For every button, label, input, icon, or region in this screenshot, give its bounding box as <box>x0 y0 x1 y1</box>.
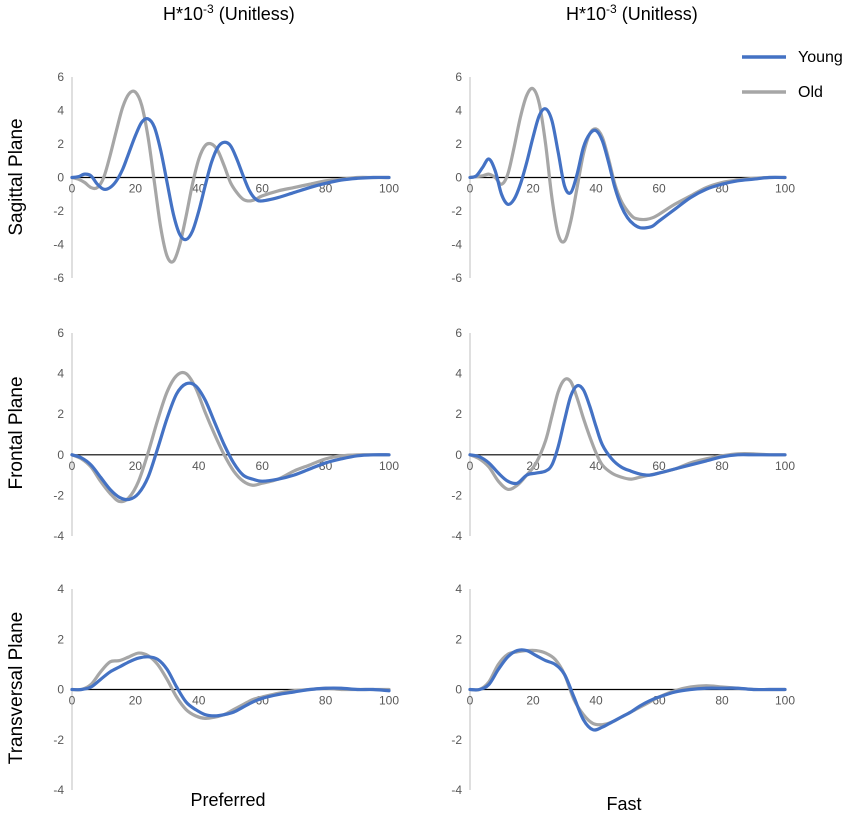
x-tick-label: 20 <box>129 459 143 473</box>
y-tick-label: 2 <box>455 632 462 646</box>
y-tick-label: 4 <box>455 104 462 118</box>
x-tick-label: 100 <box>775 694 795 708</box>
x-tick-label: 0 <box>69 459 76 473</box>
y-tick-label: 6 <box>455 326 462 340</box>
x-tick-label: 60 <box>256 182 270 196</box>
y-tick-label: -6 <box>53 271 64 285</box>
series-line-old <box>70 89 391 264</box>
y-tick-label: -4 <box>53 529 64 543</box>
y-tick-label: 6 <box>57 70 64 84</box>
y-tick-label: -4 <box>53 238 64 252</box>
y-tick-label: 4 <box>57 367 64 381</box>
y-tick-label: 2 <box>57 632 64 646</box>
y-tick-label: 4 <box>455 582 462 596</box>
y-tick-label: -6 <box>451 271 462 285</box>
panel-transversal-fast: 420-2-40 20 40 60 80 100 <box>451 582 795 797</box>
y-tick-label: 4 <box>57 104 64 118</box>
y-tick-label: 2 <box>57 407 64 421</box>
x-tick-label: 40 <box>192 694 206 708</box>
row-label-transversal: Transversal Plane <box>6 612 27 764</box>
panel-transversal-preferred: 420-2-40 20 40 60 80 100 <box>53 582 399 797</box>
x-tick-label: 60 <box>652 182 666 196</box>
col-label-preferred: Preferred <box>190 790 265 810</box>
series-line-old <box>468 377 787 492</box>
y-tick-label: 0 <box>57 683 64 697</box>
y-tick-label: 0 <box>455 171 462 185</box>
y-tick-label: -2 <box>53 488 64 502</box>
y-tick-label: -4 <box>451 783 462 797</box>
y-tick-label: 0 <box>57 171 64 185</box>
legend-old-label: Old <box>798 84 823 101</box>
row-label-sagittal: Sagittal Plane <box>6 118 27 235</box>
header-right: H*10-3 (Unitless) <box>566 2 698 24</box>
x-tick-label: 100 <box>379 182 399 196</box>
y-tick-label: -4 <box>53 783 64 797</box>
y-tick-label: 2 <box>455 137 462 151</box>
col-label-fast: Fast <box>606 794 641 814</box>
header-left: H*10-3 (Unitless) <box>163 2 295 24</box>
x-tick-label: 40 <box>589 182 603 196</box>
y-tick-label: 4 <box>455 367 462 381</box>
y-tick-label: 6 <box>455 70 462 84</box>
y-tick-label: 0 <box>455 683 462 697</box>
legend-young-label: Young <box>798 49 843 66</box>
x-tick-label: 20 <box>129 694 143 708</box>
y-tick-label: -2 <box>53 204 64 218</box>
x-tick-label: 0 <box>467 182 474 196</box>
y-tick-label: 4 <box>57 582 64 596</box>
x-tick-label: 0 <box>467 694 474 708</box>
x-tick-label: 100 <box>379 694 399 708</box>
x-tick-label: 80 <box>319 694 333 708</box>
series-line-young <box>70 381 391 502</box>
series-line-young <box>468 648 787 732</box>
y-tick-label: -4 <box>451 529 462 543</box>
y-tick-label: -4 <box>451 238 462 252</box>
row-label-frontal: Frontal Plane <box>6 376 27 489</box>
y-tick-label: 0 <box>57 448 64 462</box>
x-tick-label: 40 <box>589 694 603 708</box>
x-tick-label: 20 <box>526 694 540 708</box>
y-tick-label: -2 <box>451 488 462 502</box>
series-line-young <box>468 107 787 230</box>
series-line-young <box>468 383 787 486</box>
x-tick-label: 40 <box>192 459 206 473</box>
x-tick-label: 20 <box>526 182 540 196</box>
x-tick-label: 60 <box>256 459 270 473</box>
y-tick-label: 6 <box>57 326 64 340</box>
x-tick-label: 100 <box>775 182 795 196</box>
x-tick-label: 20 <box>129 182 143 196</box>
y-tick-label: 2 <box>455 407 462 421</box>
series-line-young <box>70 655 391 718</box>
y-tick-label: -2 <box>451 733 462 747</box>
x-tick-label: 0 <box>467 459 474 473</box>
x-tick-label: 0 <box>69 182 76 196</box>
y-tick-label: -2 <box>451 204 462 218</box>
x-tick-label: 100 <box>775 459 795 473</box>
x-tick-label: 0 <box>69 694 76 708</box>
x-tick-label: 100 <box>379 459 399 473</box>
series-line-old <box>70 370 391 504</box>
legend: Young Old <box>742 49 843 101</box>
series-line-old <box>70 651 391 721</box>
y-tick-label: 2 <box>57 137 64 151</box>
x-tick-label: 60 <box>652 459 666 473</box>
x-tick-label: 80 <box>715 459 729 473</box>
x-tick-label: 80 <box>715 694 729 708</box>
y-tick-label: -2 <box>53 733 64 747</box>
y-tick-label: 0 <box>455 448 462 462</box>
series-line-young <box>70 117 391 242</box>
